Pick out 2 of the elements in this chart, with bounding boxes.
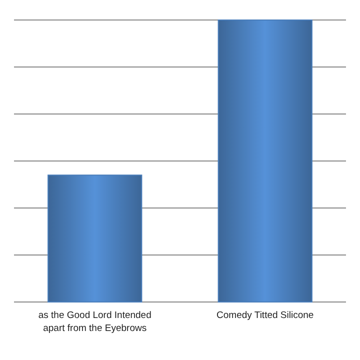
x-tick-label: as the Good Lord Intended apart from the Eyebrows (38, 310, 152, 334)
x-tick-label: Comedy Titted Silicone (216, 310, 314, 321)
